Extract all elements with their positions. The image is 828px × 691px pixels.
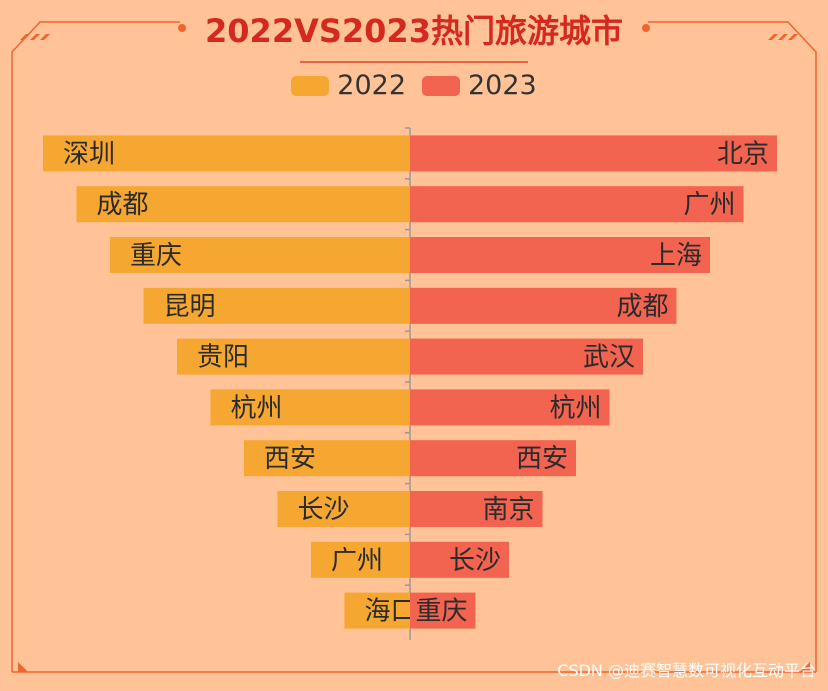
bar-2023[interactable] (410, 237, 710, 273)
legend-label-2023: 2023 (468, 70, 537, 101)
bar-2023[interactable] (410, 338, 643, 375)
bar-label-2022: 杭州 (231, 393, 283, 423)
bar-2022[interactable] (76, 186, 411, 223)
bar-label-2023: 杭州 (549, 393, 601, 423)
bar-label-2022: 成都 (97, 190, 149, 220)
bar-2023[interactable] (410, 186, 744, 223)
bar-label-2022: 海口 (365, 597, 417, 627)
bar-label-2022: 昆明 (164, 292, 216, 322)
bar-label-2023: 南京 (482, 495, 534, 525)
bar-2022[interactable] (344, 592, 411, 629)
bar-2023[interactable] (410, 389, 610, 426)
bar-2022[interactable] (43, 135, 410, 172)
bar-label-2022: 深圳 (63, 139, 115, 169)
bar-2022[interactable] (244, 440, 410, 477)
bar-2023[interactable] (410, 287, 677, 324)
chart-title: 2022VS2023热门旅游城市 (205, 12, 623, 50)
bar-label-2023: 长沙 (449, 546, 501, 576)
bar-label-2022: 广州 (331, 546, 383, 576)
legend: 2022 2023 (0, 70, 828, 101)
legend-swatch-2022 (291, 75, 330, 96)
bar-2023[interactable] (410, 592, 476, 629)
legend-item-2022[interactable]: 2022 (291, 70, 406, 101)
bar-label-2022: 西安 (264, 444, 316, 474)
legend-swatch-2023 (422, 75, 460, 96)
watermark: CSDN @迪赛智慧数可视化互动平台 (557, 661, 816, 680)
bar-2023[interactable] (410, 491, 543, 527)
bar-label-2023: 成都 (616, 292, 668, 322)
bar-2022[interactable] (177, 338, 410, 375)
bar-2023[interactable] (410, 440, 576, 477)
bar-label-2023: 广州 (683, 190, 735, 220)
bar-2022[interactable] (311, 541, 410, 578)
bar-2022[interactable] (143, 287, 411, 324)
bar-2022[interactable] (277, 491, 411, 527)
bar-2022[interactable] (110, 237, 410, 273)
bar-label-2022: 重庆 (130, 241, 182, 271)
bar-label-2023: 西安 (516, 444, 568, 474)
legend-label-2022: 2022 (337, 70, 406, 101)
bar-label-2022: 长沙 (298, 495, 350, 525)
bar-label-2022: 贵阳 (197, 343, 249, 373)
bar-label-2023: 武汉 (583, 343, 635, 373)
bar-label-2023: 重庆 (415, 597, 467, 627)
bar-label-2023: 北京 (717, 139, 769, 169)
bar-label-2023: 上海 (650, 241, 702, 271)
legend-item-2023[interactable]: 2023 (422, 70, 537, 101)
bar-2023[interactable] (410, 541, 509, 578)
bar-2022[interactable] (210, 389, 411, 426)
bar-2023[interactable] (410, 135, 777, 172)
